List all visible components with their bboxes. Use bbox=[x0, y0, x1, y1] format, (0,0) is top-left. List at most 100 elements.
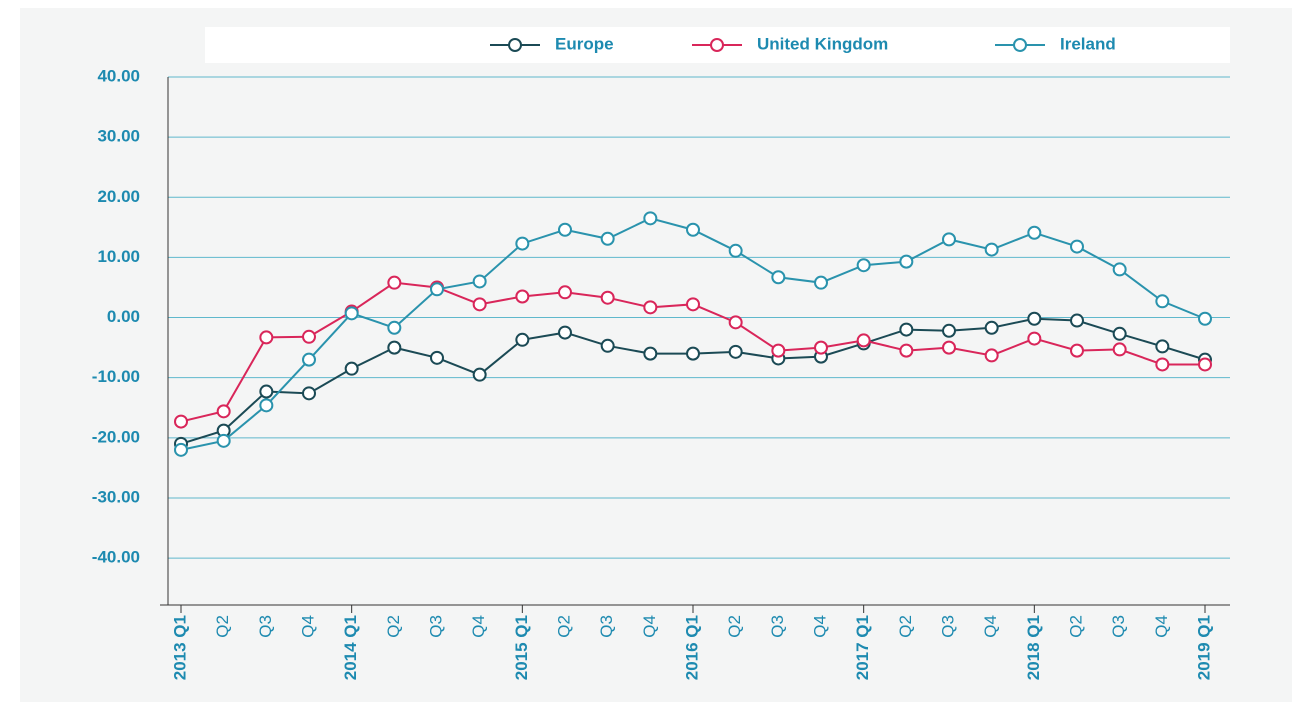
point bbox=[771, 343, 786, 358]
x-tick-label: 2017 Q1 bbox=[853, 615, 872, 680]
point bbox=[430, 350, 444, 365]
point bbox=[1155, 357, 1170, 372]
point bbox=[600, 290, 615, 305]
point bbox=[899, 343, 914, 358]
point bbox=[387, 340, 402, 355]
point bbox=[515, 236, 530, 251]
point bbox=[728, 344, 743, 359]
point bbox=[1155, 339, 1170, 354]
y-tick-label: 40.00 bbox=[97, 66, 140, 85]
x-tick-label: Q4 bbox=[298, 615, 317, 638]
x-tick-label: Q4 bbox=[810, 615, 829, 638]
point bbox=[216, 404, 231, 419]
point bbox=[472, 367, 487, 382]
x-tick-label: Q2 bbox=[725, 615, 744, 638]
point bbox=[899, 254, 914, 269]
point bbox=[1155, 294, 1170, 309]
legend-label: Ireland bbox=[1060, 34, 1116, 53]
x-tick-label: Q4 bbox=[640, 615, 659, 638]
x-tick-label: 2013 Q1 bbox=[170, 615, 189, 680]
point bbox=[984, 348, 999, 363]
point bbox=[814, 340, 828, 355]
point bbox=[600, 338, 615, 353]
point bbox=[430, 282, 444, 297]
point bbox=[558, 325, 572, 340]
point bbox=[643, 211, 658, 226]
point bbox=[771, 270, 786, 285]
point bbox=[472, 297, 487, 312]
point bbox=[1070, 239, 1084, 254]
x-tick-label: 2019 Q1 bbox=[1194, 615, 1213, 680]
x-tick-label: Q3 bbox=[938, 615, 957, 638]
point bbox=[942, 232, 956, 247]
legend-label: Europe bbox=[555, 34, 614, 53]
y-tick-label: 20.00 bbox=[97, 187, 140, 206]
point bbox=[259, 330, 274, 345]
point bbox=[856, 333, 871, 348]
y-tick-label: 30.00 bbox=[97, 127, 140, 146]
point bbox=[558, 222, 572, 237]
legend-label: United Kingdom bbox=[757, 34, 888, 53]
point bbox=[259, 384, 274, 399]
x-tick-label: 2014 Q1 bbox=[341, 615, 360, 680]
legend-marker bbox=[710, 38, 724, 52]
point bbox=[344, 306, 359, 321]
point bbox=[814, 275, 828, 290]
x-tick-label: Q3 bbox=[1109, 615, 1128, 638]
point bbox=[515, 289, 530, 304]
y-tick-label: 10.00 bbox=[97, 247, 140, 266]
y-tick-label: -10.00 bbox=[92, 367, 140, 386]
x-tick-label: Q4 bbox=[981, 615, 1000, 638]
point bbox=[856, 258, 871, 273]
point bbox=[1112, 326, 1127, 341]
point bbox=[600, 231, 615, 246]
point bbox=[1112, 262, 1127, 277]
point bbox=[728, 243, 743, 258]
point bbox=[1112, 342, 1127, 357]
point bbox=[686, 297, 700, 312]
x-tick-label: Q3 bbox=[768, 615, 787, 638]
point bbox=[942, 340, 956, 355]
x-tick-label: 2018 Q1 bbox=[1024, 615, 1043, 680]
legend-marker bbox=[1013, 38, 1027, 52]
point bbox=[174, 442, 188, 457]
legend-marker bbox=[508, 38, 522, 52]
point bbox=[259, 398, 274, 413]
point bbox=[899, 322, 914, 337]
x-tick-label: Q4 bbox=[469, 615, 488, 638]
y-tick-label: -20.00 bbox=[92, 427, 140, 446]
point bbox=[558, 285, 572, 300]
point bbox=[984, 242, 999, 257]
point bbox=[643, 346, 658, 361]
x-tick-label: Q2 bbox=[213, 615, 232, 638]
point bbox=[302, 329, 316, 344]
x-tick-label: Q3 bbox=[597, 615, 616, 638]
point bbox=[728, 315, 743, 330]
point bbox=[216, 433, 231, 448]
x-tick-label: 2016 Q1 bbox=[682, 615, 701, 680]
point bbox=[302, 386, 316, 401]
point bbox=[302, 352, 316, 367]
x-tick-label: 2015 Q1 bbox=[512, 615, 531, 680]
point bbox=[1070, 343, 1084, 358]
x-tick-label: Q4 bbox=[1152, 615, 1171, 638]
point bbox=[686, 222, 700, 237]
point bbox=[984, 320, 999, 335]
y-tick-label: -40.00 bbox=[92, 548, 140, 567]
point bbox=[515, 332, 530, 347]
y-tick-label: 0.00 bbox=[107, 307, 140, 326]
point bbox=[1198, 311, 1212, 326]
x-tick-label: Q3 bbox=[426, 615, 445, 638]
point bbox=[344, 361, 359, 376]
point bbox=[1027, 331, 1042, 346]
point bbox=[174, 414, 188, 429]
point bbox=[387, 320, 402, 335]
point bbox=[1070, 313, 1084, 328]
point bbox=[942, 323, 956, 338]
x-tick-label: Q2 bbox=[384, 615, 403, 638]
point bbox=[1198, 357, 1212, 372]
point bbox=[643, 300, 658, 315]
point bbox=[1027, 225, 1042, 240]
x-tick-label: Q2 bbox=[1066, 615, 1085, 638]
